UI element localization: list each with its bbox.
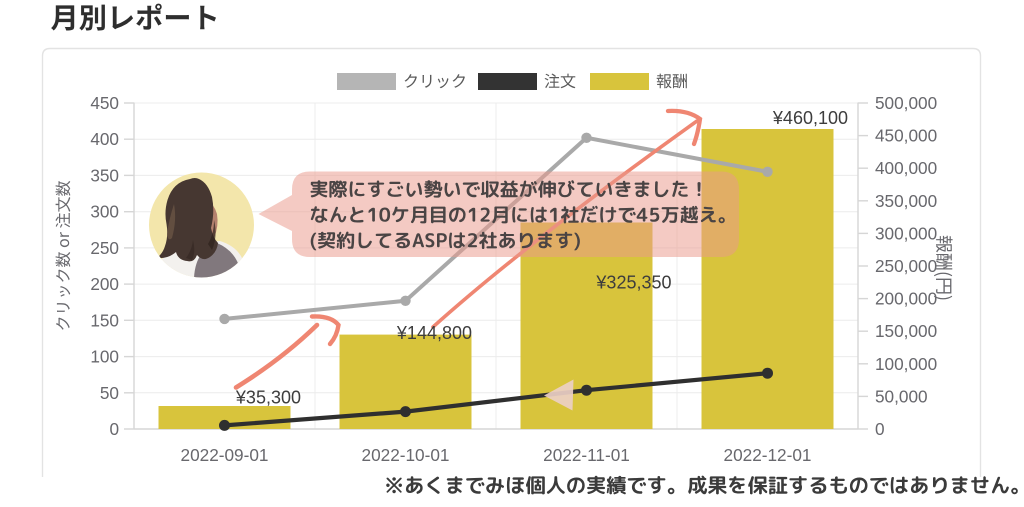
svg-text:¥325,350: ¥325,350 [595,273,671,293]
svg-text:200: 200 [90,274,119,294]
svg-text:2022-12-01: 2022-12-01 [724,445,812,465]
svg-text:350,000: 350,000 [875,191,937,211]
svg-text:250: 250 [90,238,119,258]
svg-text:0: 0 [109,419,119,439]
svg-text:250,000: 250,000 [875,256,937,276]
svg-text:¥144,800: ¥144,800 [396,323,472,343]
svg-text:150,000: 150,000 [875,321,937,341]
svg-text:450: 450 [90,93,119,113]
svg-text:¥35,300: ¥35,300 [235,388,301,408]
svg-text:2022-10-01: 2022-10-01 [362,445,450,465]
svg-text:150: 150 [90,310,119,330]
svg-text:2022-09-01: 2022-09-01 [181,445,269,465]
svg-text:50,000: 50,000 [875,386,928,406]
svg-text:100,000: 100,000 [875,354,937,374]
svg-text:500,000: 500,000 [875,93,937,113]
svg-text:2022-11-01: 2022-11-01 [543,445,630,465]
svg-text:300: 300 [90,202,119,222]
svg-text:350: 350 [90,165,119,185]
svg-text:400: 400 [90,129,119,149]
svg-text:200,000: 200,000 [875,289,937,309]
svg-text:400,000: 400,000 [875,158,937,178]
svg-text:100: 100 [90,347,119,367]
svg-text:300,000: 300,000 [875,223,937,243]
svg-text:0: 0 [875,419,885,439]
svg-text:¥460,100: ¥460,100 [772,108,848,128]
svg-text:50: 50 [100,383,119,403]
svg-text:450,000: 450,000 [875,126,937,146]
